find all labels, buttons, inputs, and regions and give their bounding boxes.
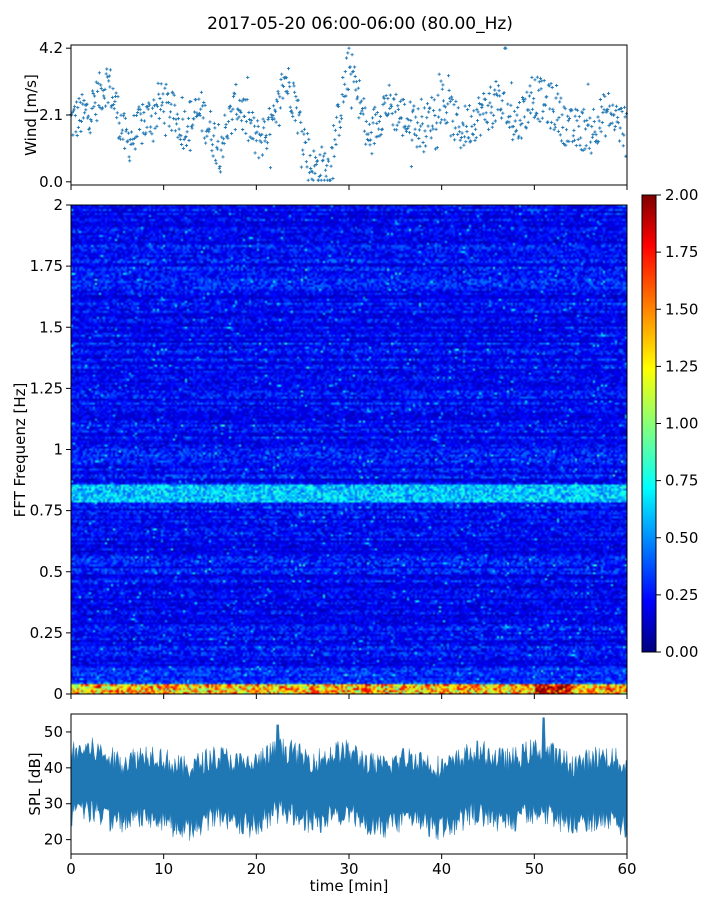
spl-xtick-label: 30 xyxy=(339,860,358,878)
wind-ytick-label: 4.2 xyxy=(39,39,63,57)
wind-ylabel: Wind [m/s] xyxy=(22,74,40,156)
spl-ytick-label: 50 xyxy=(44,723,63,741)
colorbar-tick-label: 0.25 xyxy=(665,586,698,604)
colorbar-tick-label: 1.75 xyxy=(665,243,698,261)
spl-xtick-label: 60 xyxy=(617,860,636,878)
spl-ytick-label: 40 xyxy=(44,759,63,777)
wind-axes-frame xyxy=(70,44,628,186)
spectrogram-ytick-label: 0.5 xyxy=(39,563,63,581)
colorbar: 0.00 0.25 0.50 0.75 1.00 1.25 1.50 1.75 2.00 xyxy=(641,186,698,661)
spl-series xyxy=(70,717,628,841)
colorbar-tick-label: 0.75 xyxy=(665,472,698,490)
spectrogram-ylabel: FFT Frequenz [Hz] xyxy=(11,383,29,518)
spl-xlabel: time [min] xyxy=(310,877,389,895)
spectrogram-ytick-label: 1 xyxy=(53,441,63,459)
spl-xtick-label: 40 xyxy=(432,860,451,878)
spectrogram-ytick-label: 1.25 xyxy=(30,379,63,397)
spectrogram-image xyxy=(71,205,627,694)
chart-title: 2017-05-20 06:00-06:00 (80.00_Hz) xyxy=(207,14,513,34)
spectrogram-ytick-label: 0.75 xyxy=(30,502,63,520)
wind-ytick-label: 2.1 xyxy=(39,106,63,124)
spectrogram-panel: 0 0.25 0.5 0.75 1 1.25 1.5 1.75 2 FFT Frequenz [… xyxy=(11,196,628,703)
spectrogram-ticks: 0 0.25 0.5 0.75 1 1.25 1.5 1.75 2 xyxy=(30,196,628,703)
wind-markers xyxy=(69,46,628,182)
spl-ytick-label: 30 xyxy=(44,795,63,813)
wind-ytick-label: 0.0 xyxy=(39,173,63,191)
spectrogram-ytick-label: 0.25 xyxy=(30,624,63,642)
colorbar-tick-label: 1.00 xyxy=(665,415,698,433)
colorbar-tick-label: 0.50 xyxy=(665,529,698,547)
spl-ylabel: SPL [dB] xyxy=(26,752,44,815)
wind-panel: 0.0 2.1 4.2 Wind [m/s] xyxy=(22,39,628,191)
spectrogram-ytick-label: 2 xyxy=(53,196,63,214)
spectrogram-ytick-label: 0 xyxy=(53,685,63,703)
spl-xtick-label: 10 xyxy=(154,860,173,878)
spectrogram-ytick-label: 1.5 xyxy=(39,318,63,336)
colorbar-tick-label: 1.25 xyxy=(665,357,698,375)
spl-panel: 20 30 40 50 0 10 20 30 40 50 60 SPL [dB] time [min… xyxy=(26,713,637,895)
spl-ticks: 20 30 40 50 0 10 20 30 40 50 60 xyxy=(44,723,637,878)
colorbar-gradient xyxy=(642,195,656,652)
spl-xtick-label: 0 xyxy=(66,860,76,878)
spectrogram-ytick-label: 1.75 xyxy=(30,257,63,275)
colorbar-tick-label: 0.00 xyxy=(665,643,698,661)
colorbar-tick-label: 1.50 xyxy=(665,300,698,318)
colorbar-tick-label: 2.00 xyxy=(665,186,698,204)
wind-ticks: 0.0 2.1 4.2 xyxy=(39,39,628,191)
spl-xtick-label: 50 xyxy=(525,860,544,878)
wind-points xyxy=(69,46,628,182)
colorbar-ticks: 0.00 0.25 0.50 0.75 1.00 1.25 1.50 1.75 2.00 xyxy=(656,186,698,661)
spl-xtick-label: 20 xyxy=(247,860,266,878)
spl-ytick-label: 20 xyxy=(44,831,63,849)
